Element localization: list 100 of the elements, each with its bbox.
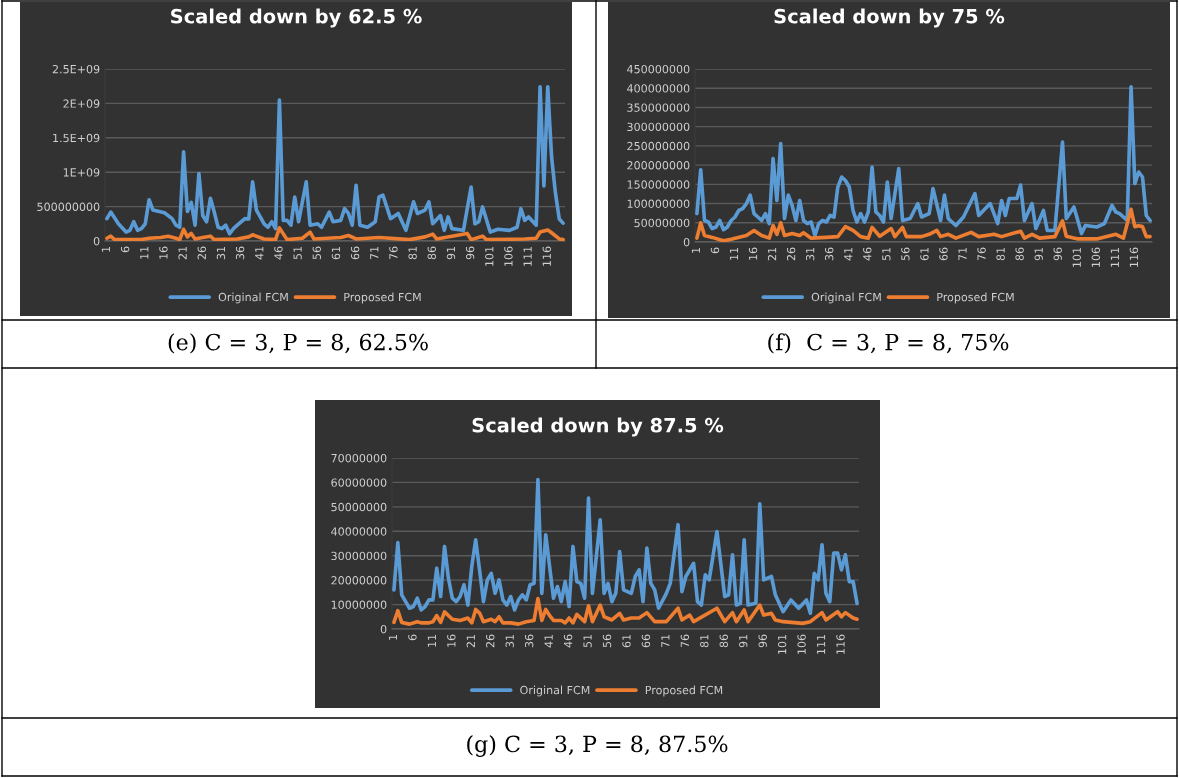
x-tick-label: 81 (996, 247, 1005, 261)
x-tick-label: 26 (486, 634, 495, 648)
chart-title: Scaled down by 75 % (774, 8, 1005, 28)
y-tick-label: 0 (683, 237, 690, 247)
x-tick-label: 36 (235, 246, 245, 260)
x-tick-label: 116 (836, 634, 845, 654)
y-tick-label: 30000000 (331, 551, 387, 561)
line-series (695, 207, 1152, 242)
y-tick-label: 10000000 (331, 600, 387, 609)
x-tick-label: 66 (350, 246, 360, 260)
y-tick-label: 150000000 (627, 180, 690, 189)
x-tick-label: 16 (447, 634, 456, 647)
x-tick-label: 116 (542, 246, 551, 266)
x-tick-label: 6 (408, 634, 417, 641)
x-tick-label: 111 (1110, 247, 1119, 267)
x-tick-label: 21 (466, 634, 475, 648)
x-tick-label: 66 (939, 247, 948, 261)
x-tick-label: 16 (748, 247, 758, 260)
x-tick-label: 71 (661, 634, 670, 648)
y-tick-label: 250000000 (627, 141, 690, 151)
x-tick-label: 111 (523, 246, 532, 266)
y-tick-label: 100000000 (627, 199, 690, 208)
x-tick-label: 106 (797, 634, 806, 654)
line-series (105, 85, 565, 236)
y-tick-label: 500000000 (37, 202, 100, 211)
x-tick-label: 41 (544, 634, 553, 648)
y-tick-label: 50000000 (634, 218, 690, 228)
x-tick-label: 51 (882, 247, 891, 261)
x-tick-label: 1 (691, 247, 700, 253)
x-tick-label: 1 (101, 246, 110, 252)
x-tick-label: 11 (140, 246, 149, 259)
x-tick-label: 101 (1072, 247, 1081, 267)
x-tick-label: 1 (388, 634, 398, 640)
x-tick-label: 116 (1129, 247, 1139, 267)
legend-label: Proposed FCM (645, 685, 723, 697)
x-tick-label: 76 (389, 246, 398, 260)
legend-label: Original FCM (218, 292, 288, 304)
y-tick-label: 1.5E+09 (53, 133, 100, 143)
legend-label: Proposed FCM (937, 292, 1014, 304)
y-tick-label: 350000000 (627, 103, 690, 112)
text: (g) C = 3, P = 8, 87.5% (467, 735, 728, 757)
x-tick-label: 26 (197, 246, 206, 260)
x-tick-label: 46 (274, 246, 283, 260)
y-tick-label: 1E+09 (63, 168, 100, 177)
text: (f) C = 3, P = 8, 75% (768, 333, 1009, 354)
x-tick-label: 61 (331, 246, 341, 260)
x-tick-label: 6 (120, 246, 130, 253)
x-tick-label: 46 (563, 634, 573, 648)
x-tick-label: 36 (825, 247, 834, 261)
y-tick-label: 40000000 (331, 527, 387, 536)
x-tick-label: 16 (159, 246, 168, 259)
x-tick-label: 21 (767, 247, 777, 261)
x-tick-label: 111 (816, 634, 826, 654)
y-tick-label: 20000000 (331, 576, 387, 585)
y-tick-label: 0 (93, 236, 100, 246)
y-tick-label: 450000000 (627, 64, 690, 74)
x-tick-label: 71 (370, 246, 379, 260)
x-tick-label: 41 (844, 247, 853, 261)
x-tick-label: 36 (524, 634, 534, 648)
x-tick-label: 11 (427, 634, 436, 647)
y-tick-label: 70000000 (331, 453, 387, 463)
y-tick-label: 2E+09 (63, 99, 100, 108)
x-tick-label: 41 (255, 246, 264, 260)
x-tick-label: 76 (977, 247, 986, 261)
x-tick-label: 26 (786, 247, 796, 261)
x-tick-label: 86 (719, 634, 728, 648)
x-tick-label: 71 (958, 247, 967, 261)
x-tick-label: 81 (408, 246, 417, 260)
x-tick-label: 56 (312, 246, 321, 260)
y-tick-label: 200000000 (627, 161, 690, 170)
x-tick-label: 11 (729, 247, 739, 260)
y-tick-label: 60000000 (331, 478, 387, 487)
legend-label: Original FCM (520, 685, 590, 697)
x-tick-label: 101 (485, 246, 494, 266)
y-tick-label: 2.5E+09 (52, 64, 100, 74)
x-tick-label: 76 (680, 634, 690, 648)
x-tick-label: 91 (446, 246, 456, 260)
y-tick-label: 300000000 (627, 122, 690, 132)
legend-label: Proposed FCM (344, 292, 421, 304)
x-tick-label: 101 (777, 634, 787, 654)
x-tick-label: 86 (427, 246, 436, 260)
text: (e) C = 3, P = 8, 62.5% (168, 333, 428, 354)
x-tick-label: 21 (178, 246, 187, 260)
chart-title: Scaled down by 87.5 % (472, 417, 724, 437)
y-tick-label: 400000000 (627, 84, 690, 93)
x-tick-label: 96 (465, 246, 475, 260)
x-tick-label: 61 (622, 634, 631, 648)
x-tick-label: 106 (504, 246, 513, 266)
x-tick-label: 61 (920, 247, 929, 261)
line-series (392, 477, 859, 616)
chart-title: Scaled down by 62.5 % (171, 8, 422, 28)
x-tick-label: 106 (1091, 247, 1100, 267)
x-tick-label: 86 (1015, 247, 1024, 261)
x-tick-label: 91 (739, 634, 748, 648)
x-tick-label: 66 (641, 634, 651, 648)
x-tick-label: 56 (901, 247, 910, 261)
x-tick-label: 31 (505, 634, 514, 648)
x-tick-label: 46 (863, 247, 872, 261)
line-series (695, 84, 1152, 238)
y-tick-label: 0 (380, 624, 387, 634)
